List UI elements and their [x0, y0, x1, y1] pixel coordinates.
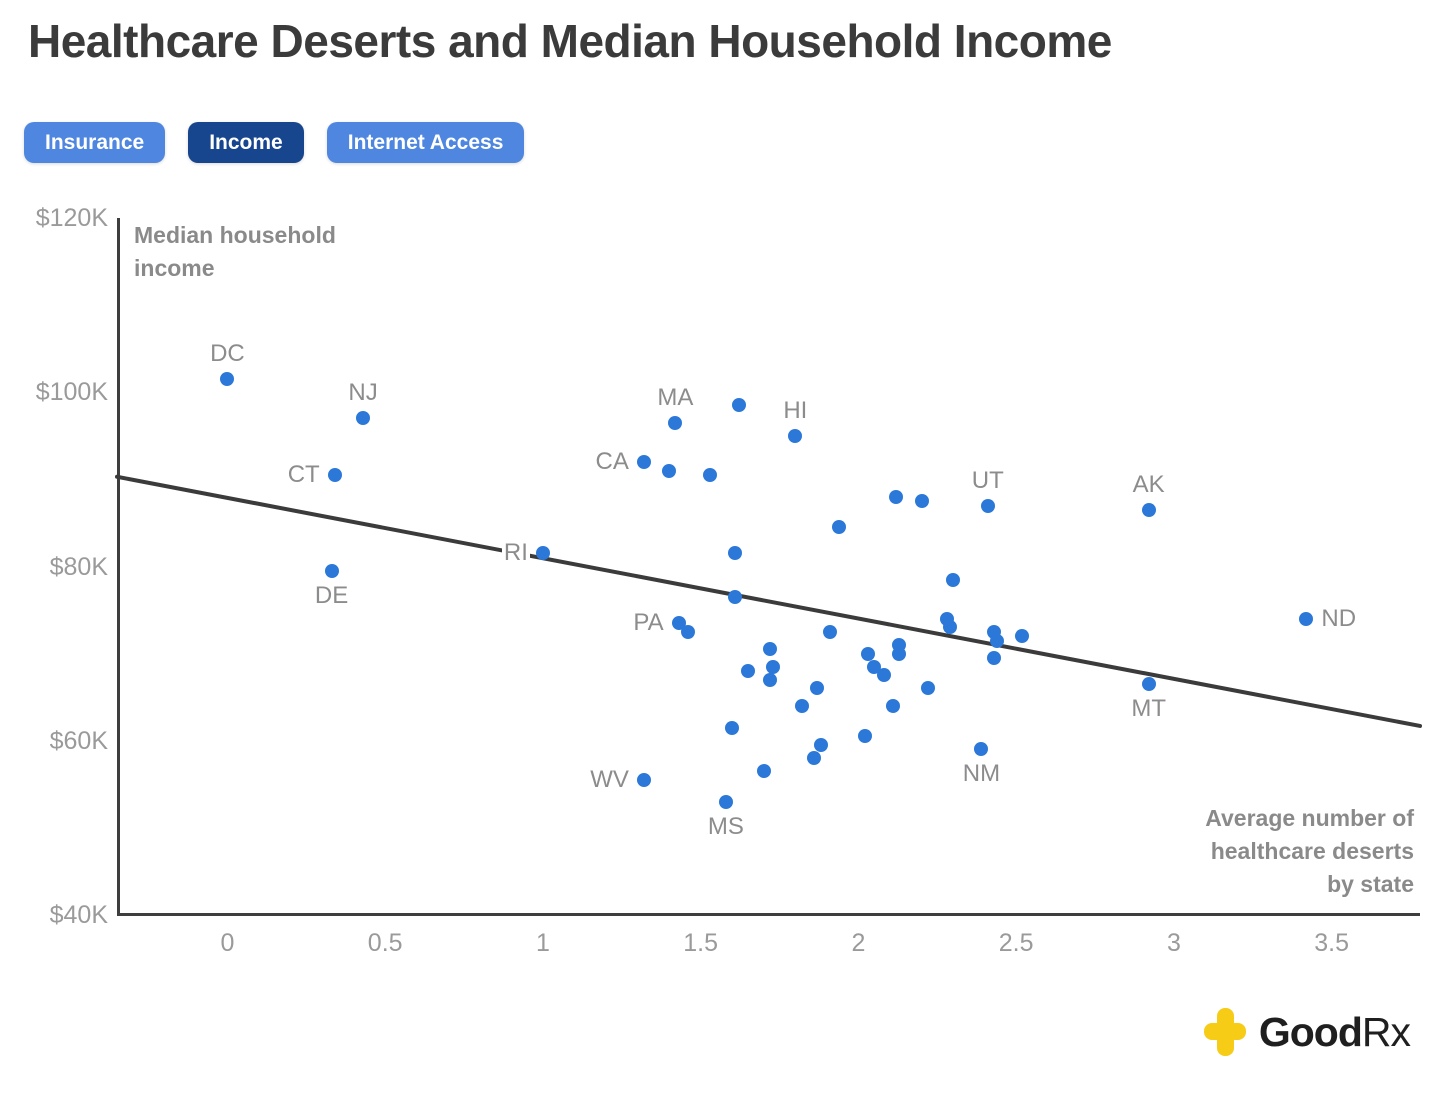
- data-point-RI[interactable]: [535, 546, 550, 561]
- data-point[interactable]: [860, 646, 875, 661]
- data-point-label-DE: DE: [312, 581, 351, 609]
- income-button[interactable]: Income: [188, 122, 304, 163]
- x-axis-line: [117, 913, 1420, 916]
- data-point[interactable]: [662, 463, 677, 478]
- data-point[interactable]: [703, 468, 718, 483]
- internet-access-button[interactable]: Internet Access: [326, 122, 525, 163]
- data-point[interactable]: [987, 650, 1002, 665]
- data-point-label-HI: HI: [781, 396, 810, 424]
- data-point-label-NM: NM: [960, 760, 1003, 788]
- data-point[interactable]: [946, 572, 961, 587]
- data-point-label-NJ: NJ: [346, 379, 380, 407]
- data-point-label-CT: CT: [285, 461, 322, 489]
- data-point-DE[interactable]: [324, 563, 339, 578]
- data-point[interactable]: [728, 546, 743, 561]
- data-point[interactable]: [990, 633, 1005, 648]
- data-point-label-CA: CA: [593, 447, 631, 475]
- data-point-label-MT: MT: [1129, 695, 1168, 723]
- data-point[interactable]: [794, 698, 809, 713]
- data-point[interactable]: [886, 698, 901, 713]
- y-tick-label: $100K: [35, 378, 108, 407]
- data-point[interactable]: [832, 520, 847, 535]
- y-axis-line: [117, 218, 120, 916]
- data-point[interactable]: [876, 668, 891, 683]
- x-tick-label: 1.5: [683, 929, 719, 957]
- data-point-CA[interactable]: [636, 454, 651, 469]
- data-point-WV[interactable]: [636, 772, 651, 787]
- data-point-DC[interactable]: [220, 372, 235, 387]
- metric-toggle-group: Insurance Income Internet Access: [24, 122, 525, 163]
- data-point[interactable]: [810, 681, 825, 696]
- data-point-label-WV: WV: [588, 765, 631, 793]
- data-point-MA[interactable]: [668, 415, 683, 430]
- x-tick-label: 3: [1166, 929, 1181, 957]
- page-title: Healthcare Deserts and Median Household …: [28, 15, 1112, 67]
- data-point-label-DC: DC: [208, 340, 247, 368]
- data-point-MT[interactable]: [1141, 677, 1156, 692]
- data-point-label-ND: ND: [1319, 604, 1359, 632]
- data-point[interactable]: [766, 659, 781, 674]
- data-point-MS[interactable]: [718, 794, 733, 809]
- data-point-label-MS: MS: [705, 812, 746, 840]
- x-tick-label: 3.5: [1314, 929, 1350, 957]
- data-point-label-MA: MA: [655, 383, 696, 411]
- y-tick-label: $60K: [49, 726, 108, 755]
- data-point[interactable]: [731, 398, 746, 413]
- y-axis-title: Median household income: [134, 222, 336, 281]
- x-tick-label: 0.5: [367, 929, 403, 957]
- plus-cross-icon: [1203, 1008, 1246, 1056]
- data-point[interactable]: [681, 624, 696, 639]
- x-tick-label: 0: [220, 929, 235, 957]
- data-point[interactable]: [920, 681, 935, 696]
- x-tick-label: 2: [851, 929, 866, 957]
- data-point-ND[interactable]: [1299, 611, 1314, 626]
- data-point-label-RI: RI: [501, 539, 530, 567]
- data-point[interactable]: [763, 672, 778, 687]
- data-point[interactable]: [857, 729, 872, 744]
- data-point[interactable]: [914, 494, 929, 509]
- y-tick-label: $120K: [35, 204, 108, 232]
- data-point[interactable]: [813, 738, 828, 753]
- data-point-label-AK: AK: [1130, 470, 1167, 498]
- data-point[interactable]: [823, 624, 838, 639]
- goodrx-wordmark: GoodRx: [1258, 1008, 1411, 1055]
- data-point[interactable]: [763, 642, 778, 657]
- x-tick-label: 2.5: [998, 929, 1034, 957]
- data-point[interactable]: [889, 489, 904, 504]
- data-point[interactable]: [728, 589, 743, 604]
- data-point[interactable]: [892, 646, 907, 661]
- data-point[interactable]: [756, 764, 771, 779]
- data-point-UT[interactable]: [980, 498, 995, 513]
- data-point-NM[interactable]: [974, 742, 989, 757]
- data-point-label-PA: PA: [631, 609, 666, 637]
- data-point[interactable]: [1015, 629, 1030, 644]
- goodrx-logo: GoodRx: [1203, 1008, 1411, 1056]
- data-point[interactable]: [740, 664, 755, 679]
- data-point-AK[interactable]: [1141, 502, 1156, 517]
- insurance-button[interactable]: Insurance: [24, 122, 166, 163]
- data-point-HI[interactable]: [788, 428, 803, 443]
- x-tick-label: 1: [535, 929, 550, 957]
- data-point[interactable]: [807, 751, 822, 766]
- y-tick-label: $40K: [49, 901, 108, 929]
- data-point-CT[interactable]: [327, 468, 342, 483]
- data-point-NJ[interactable]: [356, 411, 371, 426]
- data-point[interactable]: [725, 720, 740, 735]
- data-point-label-UT: UT: [969, 466, 1006, 494]
- x-axis-title: Average number of healthcare deserts by …: [1205, 805, 1414, 897]
- data-point[interactable]: [942, 620, 957, 635]
- y-tick-label: $80K: [49, 552, 108, 581]
